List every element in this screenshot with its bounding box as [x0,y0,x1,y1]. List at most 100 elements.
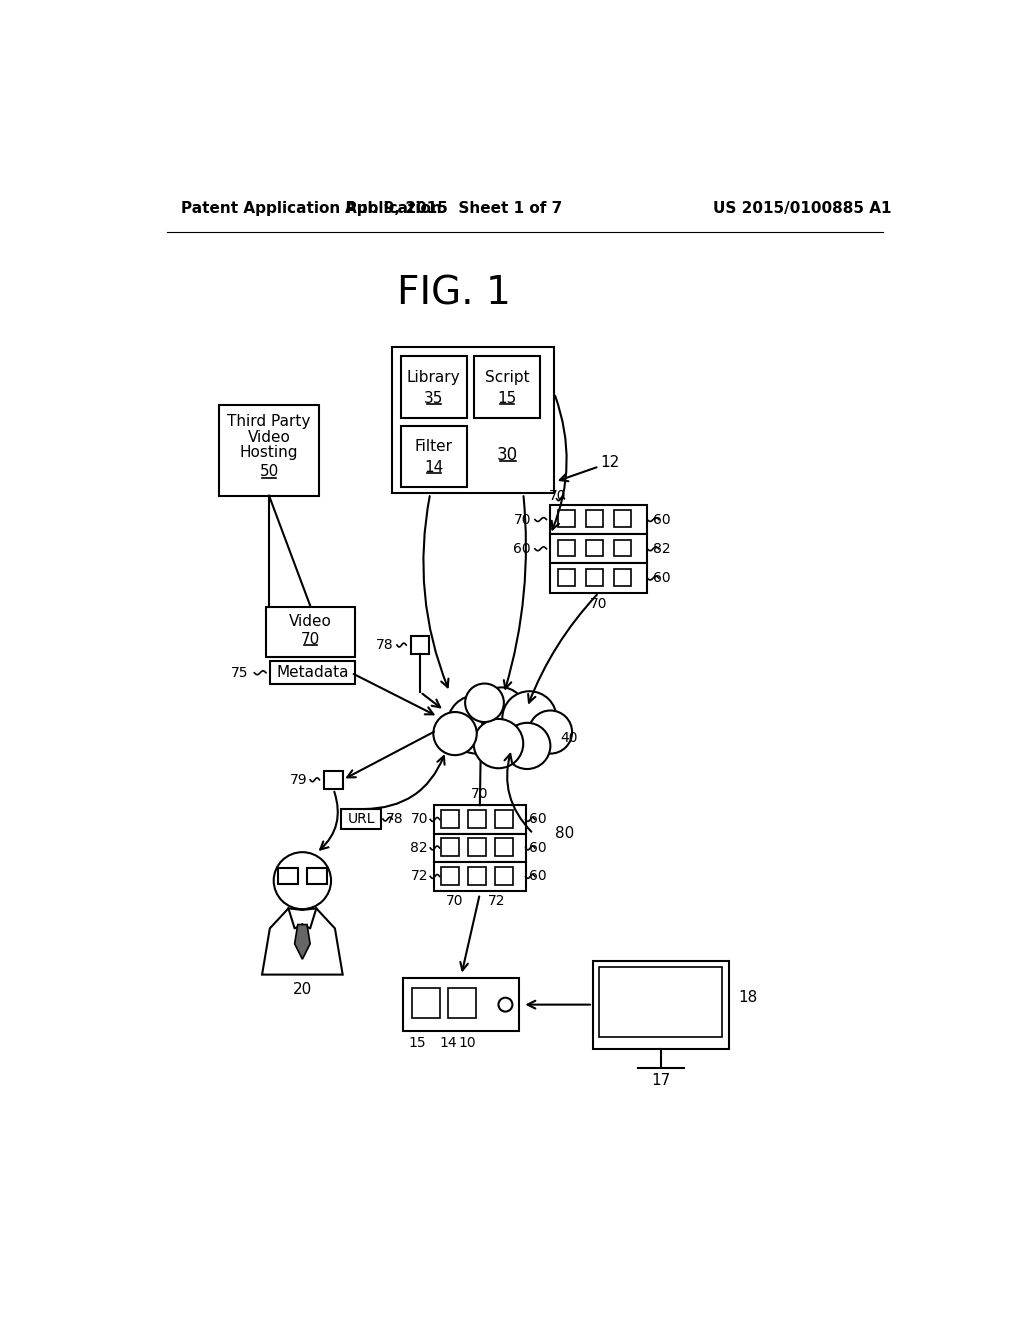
FancyBboxPatch shape [586,569,603,586]
Text: 70: 70 [549,488,566,503]
Polygon shape [262,908,343,974]
FancyBboxPatch shape [468,867,486,884]
Text: 20: 20 [293,982,312,998]
FancyBboxPatch shape [496,810,513,828]
FancyBboxPatch shape [593,961,729,1049]
Text: Video: Video [248,429,291,445]
Circle shape [503,692,557,744]
Text: 60: 60 [513,541,531,556]
FancyBboxPatch shape [449,987,476,1019]
Text: 60: 60 [529,841,547,855]
Text: FIG. 1: FIG. 1 [396,275,510,312]
Text: 82: 82 [653,541,671,556]
FancyBboxPatch shape [441,810,459,828]
Text: 70: 70 [301,632,321,647]
Text: Library: Library [407,370,461,384]
FancyBboxPatch shape [474,356,541,418]
FancyBboxPatch shape [434,805,525,834]
Text: 60: 60 [529,870,547,883]
Circle shape [433,711,477,755]
Text: 70: 70 [590,597,607,611]
Text: 15: 15 [409,1036,426,1051]
Text: Script: Script [485,370,529,384]
Text: 12: 12 [601,455,620,470]
FancyBboxPatch shape [614,540,631,557]
FancyBboxPatch shape [266,607,355,656]
Text: 10: 10 [459,1036,476,1051]
Text: 70: 70 [513,512,531,527]
Text: 70: 70 [411,812,428,826]
Text: 72: 72 [487,895,505,908]
FancyBboxPatch shape [307,869,328,884]
FancyBboxPatch shape [400,425,467,487]
Text: 75: 75 [230,665,248,680]
FancyBboxPatch shape [270,661,355,684]
FancyBboxPatch shape [550,506,647,535]
Text: 15: 15 [498,391,517,407]
Text: 14: 14 [424,461,443,475]
FancyBboxPatch shape [586,540,603,557]
Text: 78: 78 [376,638,394,652]
FancyBboxPatch shape [558,569,575,586]
Text: Video: Video [289,614,332,630]
Text: 40: 40 [560,731,578,746]
Text: 72: 72 [411,870,428,883]
FancyBboxPatch shape [599,966,722,1038]
Text: 78: 78 [386,812,403,826]
FancyBboxPatch shape [468,838,486,855]
Text: Hosting: Hosting [240,445,298,461]
FancyBboxPatch shape [400,356,467,418]
FancyBboxPatch shape [550,564,647,593]
FancyBboxPatch shape [219,405,318,496]
Text: 60: 60 [529,812,547,826]
Circle shape [478,688,524,734]
Text: US 2015/0100885 A1: US 2015/0100885 A1 [713,201,892,216]
Text: Metadata: Metadata [276,665,349,680]
Circle shape [474,719,523,768]
FancyBboxPatch shape [441,838,459,855]
FancyBboxPatch shape [586,511,603,527]
FancyBboxPatch shape [434,862,525,891]
Text: 50: 50 [259,465,279,479]
FancyBboxPatch shape [550,535,647,564]
FancyBboxPatch shape [341,809,381,829]
FancyBboxPatch shape [411,636,429,655]
Text: 70: 70 [445,895,463,908]
FancyBboxPatch shape [614,511,631,527]
Circle shape [504,723,550,770]
FancyBboxPatch shape [434,834,525,862]
Text: Apr. 9, 2015  Sheet 1 of 7: Apr. 9, 2015 Sheet 1 of 7 [345,201,562,216]
Circle shape [499,998,512,1011]
FancyBboxPatch shape [614,569,631,586]
Text: 79: 79 [290,772,307,787]
Circle shape [465,684,504,722]
Text: 30: 30 [498,446,518,463]
Text: 70: 70 [471,788,488,801]
FancyBboxPatch shape [441,867,459,884]
Text: 60: 60 [653,572,671,585]
Text: 17: 17 [651,1073,671,1088]
Text: 18: 18 [738,990,757,1005]
Text: 60: 60 [653,512,671,527]
FancyBboxPatch shape [558,511,575,527]
Text: 14: 14 [439,1036,457,1051]
FancyBboxPatch shape [403,978,519,1031]
FancyBboxPatch shape [558,540,575,557]
Text: URL: URL [347,812,375,826]
FancyBboxPatch shape [496,838,513,855]
Circle shape [447,696,506,754]
Circle shape [273,853,331,909]
FancyBboxPatch shape [278,869,298,884]
FancyBboxPatch shape [468,810,486,828]
Circle shape [528,710,572,754]
FancyBboxPatch shape [324,771,343,789]
Text: Patent Application Publication: Patent Application Publication [180,201,441,216]
FancyBboxPatch shape [391,347,554,494]
Polygon shape [295,924,310,960]
Text: 80: 80 [555,826,574,841]
Text: Third Party: Third Party [227,414,310,429]
Text: 82: 82 [411,841,428,855]
Text: Filter: Filter [415,438,453,454]
FancyBboxPatch shape [413,987,440,1019]
Text: 35: 35 [424,391,443,407]
